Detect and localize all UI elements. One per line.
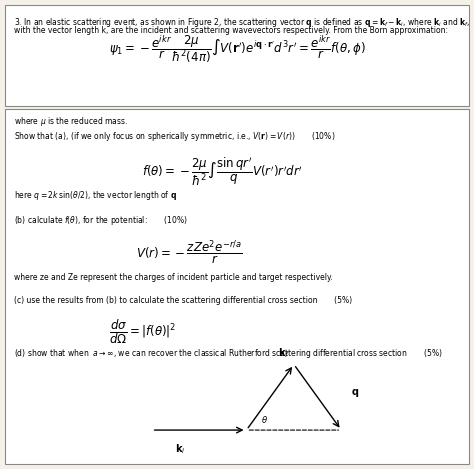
- Text: $f(\theta) = -\dfrac{2\mu}{\hbar^2}\int\dfrac{\sin qr'}{q}V(r')r'dr'$: $f(\theta) = -\dfrac{2\mu}{\hbar^2}\int\…: [142, 155, 303, 188]
- Text: where ze and Ze represent the charges of incident particle and target respective: where ze and Ze represent the charges of…: [14, 273, 333, 282]
- Text: (d) show that when  $a \to \infty$, we can recover the classical Rutherford scat: (d) show that when $a \to \infty$, we ca…: [14, 347, 443, 360]
- Text: Show that (a), (if we only focus on spherically symmetric, i.e., $V(\mathbf{r}) : Show that (a), (if we only focus on sphe…: [14, 130, 336, 144]
- Text: here $q = 2k\,\sin(\theta/2)$, the vector length of $\mathbf{q}$: here $q = 2k\,\sin(\theta/2)$, the vecto…: [14, 189, 177, 203]
- Text: (c) use the results from (b) to calculate the scattering differential cross sect: (c) use the results from (b) to calculat…: [14, 296, 352, 305]
- Text: $\psi_1 = -\dfrac{e^{ikr}}{r}\dfrac{2\mu}{\hbar^2(4\pi)}\int V(\mathbf{r}')e^{i\: $\psi_1 = -\dfrac{e^{ikr}}{r}\dfrac{2\mu…: [109, 33, 365, 65]
- Text: $\theta$: $\theta$: [261, 415, 268, 425]
- Text: (b) calculate $f(\theta)$, for the potential:       (10%): (b) calculate $f(\theta)$, for the poten…: [14, 214, 188, 227]
- Text: $\dfrac{d\sigma}{d\Omega} = |f(\theta)|^2$: $\dfrac{d\sigma}{d\Omega} = |f(\theta)|^…: [109, 318, 176, 346]
- Text: $\mathbf{k}_i$: $\mathbf{k}_i$: [175, 442, 185, 455]
- Text: $\mathbf{q}$: $\mathbf{q}$: [351, 386, 360, 399]
- Text: where $\mu$ is the reduced mass.: where $\mu$ is the reduced mass.: [14, 115, 128, 128]
- FancyBboxPatch shape: [5, 5, 469, 106]
- Text: $V(r) = -\dfrac{zZe^2 e^{-r/a}}{r}$: $V(r) = -\dfrac{zZe^2 e^{-r/a}}{r}$: [136, 239, 243, 267]
- FancyBboxPatch shape: [5, 109, 469, 464]
- Text: 3. In an elastic scattering event, as shown in Figure 2, the scattering vector $: 3. In an elastic scattering event, as sh…: [14, 16, 471, 30]
- Text: with the vector length k, are the incident and scattering wavevectors respective: with the vector length k, are the incide…: [14, 26, 448, 35]
- Text: $\mathbf{k}_f$: $\mathbf{k}_f$: [279, 346, 290, 360]
